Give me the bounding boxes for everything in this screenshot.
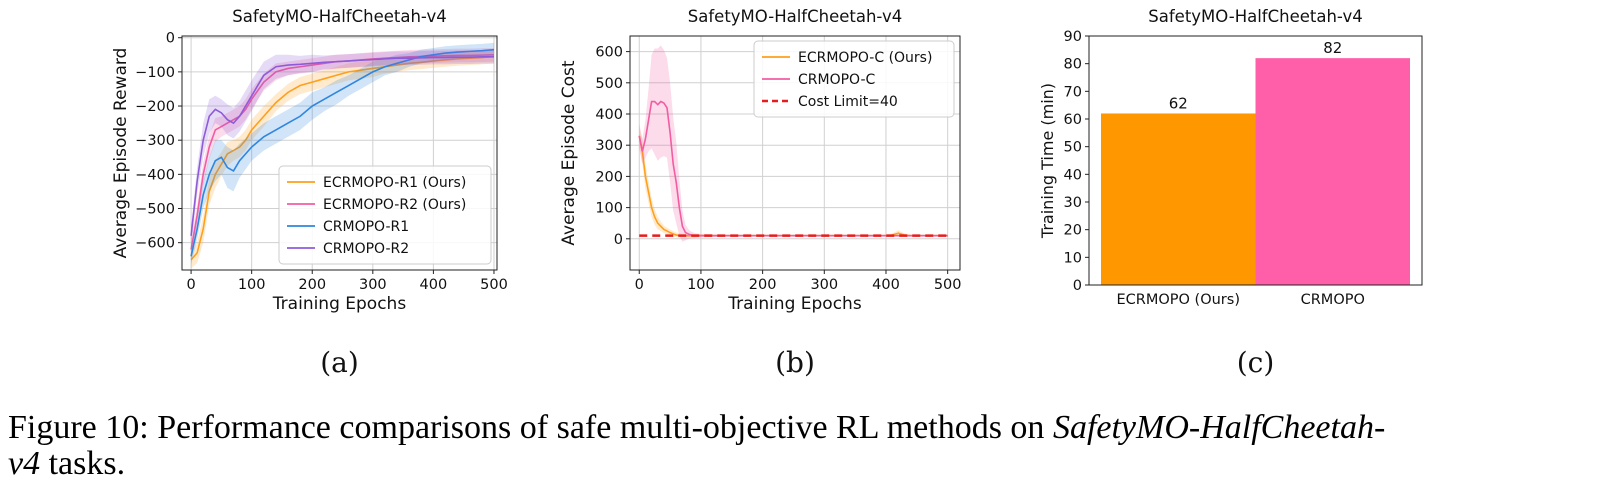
panel2-ytick-label-1: 10 [1064, 250, 1082, 266]
caption-italic-env: SafetyMO-HalfCheetah- [1052, 409, 1386, 446]
panel0-band-crmopo-r1 [191, 42, 494, 265]
panel2-panel-label: (c) [1237, 346, 1275, 379]
panel1-xtick-label-5: 500 [934, 277, 962, 293]
panel2-ytick-label-5: 50 [1064, 140, 1082, 156]
panel1-xtick-label-0: 0 [635, 277, 644, 293]
caption-suffix: tasks. [40, 445, 126, 482]
panel1-ytick-label-0: 0 [614, 232, 623, 248]
panel0-legend-label-3: CRMOPO-R2 [323, 241, 409, 257]
panel2-bar-0 [1101, 113, 1256, 285]
panel0-ytick-label-4: −400 [135, 167, 175, 183]
panel1-ytick-label-3: 300 [595, 138, 623, 154]
panel0-line-ecrmopo-r2-ours [190, 53, 494, 250]
panel2-xtick-label-0: ECRMOPO (Ours) [1117, 292, 1240, 308]
panel2-ytick-label-9: 90 [1064, 29, 1082, 45]
panel2-ytick-label-3: 30 [1064, 195, 1082, 211]
panel0-line-ecrmopo-r1-ours [190, 55, 495, 261]
panel1-frame [629, 35, 961, 271]
panel1-line-crmopo-c [638, 100, 948, 237]
panel0-ylabel: Average Episode Reward [111, 48, 131, 259]
panel1-legend-label-1: CRMOPO-C [798, 72, 876, 88]
panel0-legend-label-1: ECRMOPO-R2 (Ours) [323, 197, 466, 213]
panel2-bar-value-0: 62 [1169, 94, 1188, 112]
panel1-xlabel: Training Epochs [727, 294, 862, 314]
panel2-ytick-label-7: 70 [1064, 84, 1082, 100]
panel0-ytick-label-5: −500 [135, 202, 175, 218]
panel1-xtick-label-4: 400 [872, 277, 900, 293]
panel0-ytick-label-6: −600 [135, 236, 175, 252]
panel0-line-crmopo-r2 [190, 56, 494, 236]
panel0-xtick-label-4: 400 [420, 277, 448, 293]
panel0-ytick-label-2: −200 [135, 99, 175, 115]
panel1-xtick-label-3: 300 [810, 277, 838, 293]
panel2-bar-1 [1255, 58, 1410, 286]
panel2-xtick-label-1: CRMOPO [1301, 292, 1365, 308]
caption-prefix: Figure 10: Performance comparisons of sa… [8, 409, 1053, 446]
panel0-legend-box [278, 165, 492, 265]
panel0-xlabel: Training Epochs [272, 294, 407, 314]
panel0-xtick-label-3: 300 [359, 277, 387, 293]
panel1-legend-label-2: Cost Limit=40 [798, 94, 898, 110]
panel0-panel-label: (a) [320, 346, 359, 379]
panel0-line-crmopo-r1 [190, 48, 495, 257]
panel1-legend-label-0: ECRMOPO-C (Ours) [798, 50, 932, 66]
panel0-frame [181, 35, 498, 271]
panel2-title: SafetyMO-HalfCheetah-v4 [1148, 7, 1362, 26]
panel2-bar-value-1: 82 [1323, 39, 1342, 57]
panel0-band-ecrmopo-r1-ours [191, 49, 494, 269]
panel0-ytick-label-3: −300 [135, 133, 175, 149]
panel0-legend-label-0: ECRMOPO-R1 (Ours) [323, 175, 466, 191]
panel1-title: SafetyMO-HalfCheetah-v4 [688, 7, 902, 26]
panel1-panel-label: (b) [775, 346, 815, 379]
panel1-ytick-label-6: 600 [595, 45, 623, 61]
panel2-ytick-label-8: 80 [1064, 57, 1082, 73]
panel0-ytick-label-1: −100 [135, 65, 175, 81]
panel1-line-ecrmopo-c-ours [638, 135, 948, 237]
panel2-ylabel: Training Time (min) [1038, 83, 1057, 239]
panel1-xtick-label-2: 200 [749, 277, 777, 293]
panel0-title: SafetyMO-HalfCheetah-v4 [232, 7, 446, 26]
panel0-xtick-label-1: 100 [238, 277, 266, 293]
panel1-ytick-label-1: 100 [595, 201, 623, 217]
panel0-xtick-label-5: 500 [480, 277, 508, 293]
caption-italic-version: v4 [8, 445, 41, 482]
panel1-ytick-label-2: 200 [595, 169, 623, 185]
panel1-ylabel: Average Episode Cost [559, 60, 579, 246]
panel0-xtick-label-2: 200 [298, 277, 326, 293]
panel1-ytick-label-5: 500 [595, 76, 623, 92]
panel2-ytick-label-4: 40 [1064, 167, 1082, 183]
panel0-xtick-label-0: 0 [186, 277, 195, 293]
panel2-frame [1088, 35, 1423, 286]
figure-caption: Figure 10: Performance comparisons of sa… [8, 410, 1593, 482]
panel0-legend-label-2: CRMOPO-R1 [323, 219, 409, 235]
panel2-ytick-label-2: 20 [1064, 223, 1082, 239]
panel2-ytick-label-0: 0 [1073, 278, 1082, 294]
panel1-xtick-label-1: 100 [687, 277, 715, 293]
panel1-ytick-label-4: 400 [595, 107, 623, 123]
panel1-legend-box [753, 40, 955, 118]
panel0-ytick-label-0: 0 [166, 31, 175, 47]
panel1-band-ecrmopo-c-ours [639, 126, 948, 238]
panel2-ytick-label-6: 60 [1064, 112, 1082, 128]
